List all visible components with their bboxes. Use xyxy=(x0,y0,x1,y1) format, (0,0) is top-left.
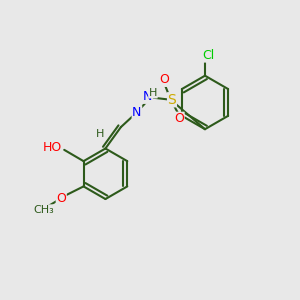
Text: O: O xyxy=(56,192,66,205)
Text: HO: HO xyxy=(43,141,62,154)
Text: N: N xyxy=(143,90,152,103)
Text: H: H xyxy=(96,129,104,139)
Text: CH₃: CH₃ xyxy=(33,205,54,215)
Text: Cl: Cl xyxy=(202,49,214,62)
Text: O: O xyxy=(159,74,169,86)
Text: N: N xyxy=(132,106,142,119)
Text: H: H xyxy=(149,88,157,98)
Text: S: S xyxy=(168,93,176,107)
Text: O: O xyxy=(174,112,184,125)
